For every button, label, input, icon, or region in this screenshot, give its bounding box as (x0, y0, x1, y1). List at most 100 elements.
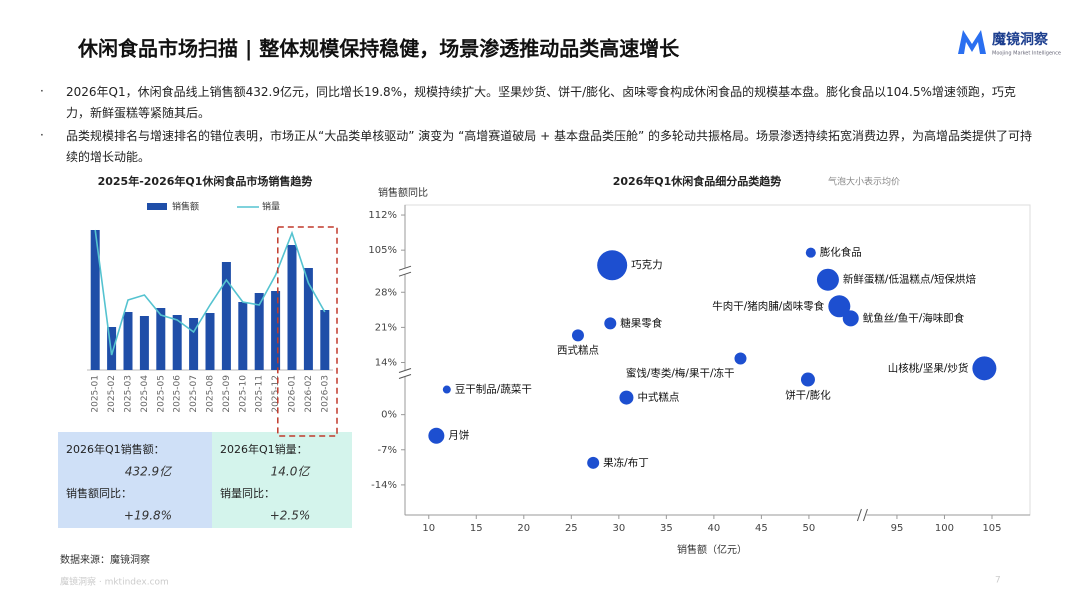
bar (238, 302, 248, 370)
axis-break (398, 374, 412, 380)
bubble (805, 247, 816, 258)
bubble-label: 中式糕点 (637, 391, 679, 404)
y-tick-label: -14% (371, 480, 397, 491)
x-tick-label: 2025-09 (222, 375, 232, 413)
bubble (800, 372, 815, 387)
x-tick-label: 10 (422, 523, 435, 534)
bar (254, 293, 264, 370)
legend-swatch (147, 203, 167, 210)
x-tick-label: 15 (470, 523, 483, 534)
y-tick-label: 105% (368, 245, 397, 256)
x-tick-label: 2025-08 (206, 375, 216, 413)
line (94, 229, 326, 356)
bubble (428, 427, 445, 444)
x-tick-label: 2025-05 (156, 375, 166, 413)
bubble (828, 295, 851, 318)
bubble (587, 456, 600, 469)
bullet-dot: · (40, 84, 44, 98)
x-tick-label: 2025-04 (140, 375, 150, 413)
bar (90, 230, 100, 370)
y-tick-label: 112% (368, 210, 397, 221)
x-tick-label: 45 (755, 523, 768, 534)
x-tick-label: 50 (803, 523, 816, 534)
x-tick-label: 30 (612, 523, 625, 534)
bubble (604, 317, 617, 330)
axis-break (398, 271, 412, 277)
bubble-label: 糖果零食 (620, 316, 662, 329)
bullet-dot: · (40, 128, 44, 142)
bubble-label: 山核桃/坚果/炒货 (888, 361, 969, 374)
kpi-label: 2026年Q1销售额： (66, 442, 165, 456)
logo-tagline: Moojing Market Intelligence (992, 51, 1061, 57)
bubble-label: 饼干/膨化 (785, 389, 831, 402)
x-tick-label: 105 (982, 523, 1001, 534)
bubble (734, 352, 747, 365)
bubble-label: 牛肉干/猪肉脯/卤味零食 (712, 299, 825, 312)
bubble (442, 385, 451, 394)
x-tick-label: 2025-01 (91, 375, 101, 413)
kpi-value: 432.9亿 (125, 465, 173, 479)
x-tick-label: 2025-11 (255, 375, 265, 413)
legend-label: 销售额 (172, 201, 199, 213)
chart-note: 气泡大小表示均价 (828, 176, 900, 188)
bubble (816, 268, 839, 291)
bullet: 2026年Q1，休闲食品线上销售额432.9亿元，同比增长19.8%，规模持续扩… (66, 85, 1016, 120)
bar (303, 268, 313, 370)
x-tick-label: 2025-07 (189, 375, 199, 413)
chart-title: 2025年-2026年Q1休闲食品市场销售趋势 (98, 174, 313, 188)
kpi-value: +19.8% (124, 509, 172, 523)
axis-break (862, 508, 868, 522)
source: 数据来源：魔镜洞察 (60, 553, 150, 566)
bubble (972, 356, 997, 381)
y-tick-label: 0% (381, 410, 397, 421)
kpi-box (212, 432, 352, 528)
chart-title: 2026年Q1休闲食品细分品类趋势 (613, 174, 782, 188)
bar (287, 245, 297, 370)
y-tick-label: -7% (378, 445, 397, 456)
bubble (597, 250, 628, 281)
bubble-label: 蜜饯/枣类/梅/果干/冻干 (626, 366, 735, 379)
y-tick-label: 21% (375, 322, 397, 333)
axis-break (398, 368, 412, 374)
bullet: 品类规模排名与增速排名的错位表明，市场正从“大品类单核驱动” 演变为 “高增赛道… (66, 129, 1033, 164)
kpi-value: 14.0亿 (271, 465, 312, 479)
bubble-label: 月饼 (448, 429, 469, 442)
bar (139, 316, 149, 370)
x-tick-label: 40 (708, 523, 721, 534)
bar (107, 327, 117, 370)
kpi-label: 销售额同比： (66, 486, 132, 500)
x-tick-label: 2026-01 (288, 375, 298, 413)
bar (271, 291, 281, 370)
x-tick-label: 100 (935, 523, 954, 534)
x-tick-label: 2025-06 (173, 375, 183, 413)
axis-break (398, 265, 412, 271)
x-tick-label: 2026-02 (304, 375, 314, 413)
x-tick-label: 25 (565, 523, 578, 534)
axis-break (399, 370, 411, 377)
logo-name: 魔镜洞察 (992, 31, 1049, 48)
x-tick-label: 2026-03 (320, 375, 330, 413)
x-tick-label: 2025-10 (238, 375, 248, 413)
bar (189, 318, 199, 370)
x-tick-label: 2025-02 (107, 375, 117, 413)
bubble (571, 329, 584, 342)
kpi-box (58, 432, 212, 528)
axis-break (856, 508, 862, 522)
x-tick-label: 20 (517, 523, 530, 534)
x-axis-label: 销售额（亿元） (677, 543, 747, 556)
kpi-label: 销量同比： (220, 486, 275, 500)
bubble (842, 310, 859, 327)
logo-mark (958, 30, 986, 54)
bubble-label: 果冻/布丁 (603, 456, 649, 469)
bar (205, 313, 215, 370)
bubble-label: 西式糕点 (557, 343, 599, 356)
x-tick-label: 35 (660, 523, 673, 534)
watermark: 魔镜洞察 · mktindex.com (60, 576, 169, 588)
y-tick-label: 28% (375, 287, 397, 298)
bubble (619, 390, 634, 405)
highlight-box (277, 226, 338, 437)
bubble-label: 巧克力 (631, 258, 663, 271)
bubble-label: 豆干制品/蔬菜干 (455, 383, 532, 396)
x-tick-label: 2025-03 (124, 375, 134, 413)
